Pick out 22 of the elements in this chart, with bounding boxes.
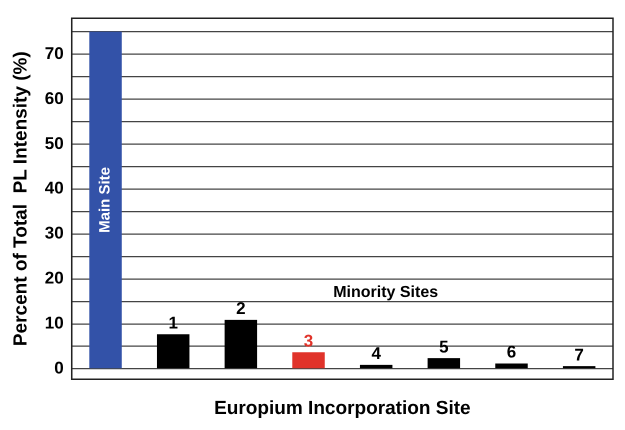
bar xyxy=(156,334,190,368)
x-tick-label: 6 xyxy=(506,342,516,362)
bar xyxy=(89,32,122,368)
y-tick-label: 0 xyxy=(54,358,64,378)
y-tick-label: 20 xyxy=(44,268,64,288)
x-tick-label: Main Site xyxy=(96,167,114,233)
y-tick-label: 70 xyxy=(44,44,64,63)
annotation: Minority Sites xyxy=(333,284,438,301)
bar xyxy=(495,363,528,368)
bar xyxy=(428,358,460,368)
y-tick-label: 30 xyxy=(44,224,64,243)
y-tick-label: 10 xyxy=(44,314,64,333)
y-tick-label: 40 xyxy=(44,178,64,198)
y-tick-label: 60 xyxy=(44,88,64,108)
bar xyxy=(224,320,258,368)
y-axis-title: Percent of Total PL Intensity (%) xyxy=(10,51,32,346)
x-tick-label: 7 xyxy=(574,345,584,364)
x-tick-label: 4 xyxy=(371,344,382,363)
y-tick-label: 50 xyxy=(44,134,64,153)
x-tick-label: 2 xyxy=(236,299,246,318)
x-axis-title: Europium Incorporation Site xyxy=(214,398,471,419)
bar xyxy=(292,352,325,368)
